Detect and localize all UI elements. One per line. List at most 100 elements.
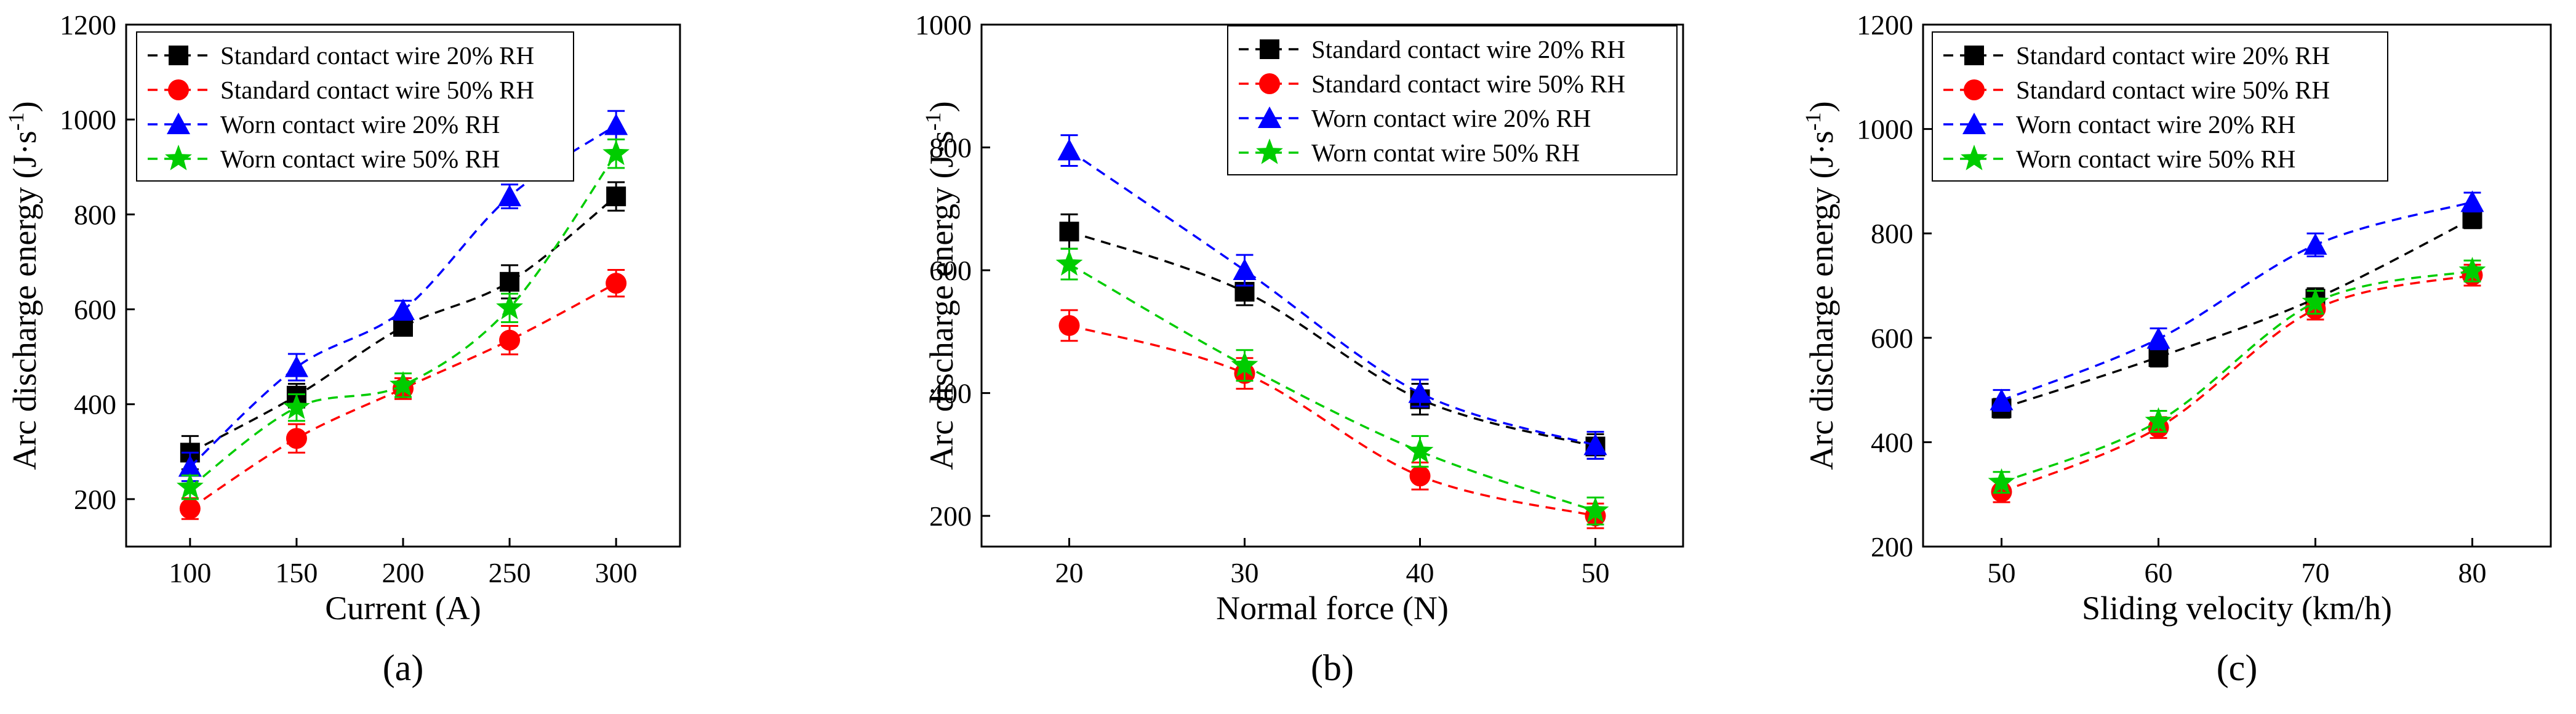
legend-marker [1961,145,1988,170]
series-1 [180,181,626,470]
plot-frame [980,23,1684,548]
y-tick-label: 1200 [1857,9,1913,41]
x-tick-label: 200 [382,557,425,588]
data-point [177,473,204,499]
x-tick-label: 70 [2302,557,2330,588]
data-point [1583,433,1607,455]
data-point [498,185,522,207]
data-point [1059,222,1079,242]
data-point [2148,347,2169,367]
data-point [1988,468,2015,494]
panel-label: (b) [1311,648,1354,688]
chart-panel-1: 100 150 200 250 300 200 400 600 800 1000 1200 Curre… [4,9,681,688]
series-2 [1058,309,1606,529]
x-tick-label: 50 [1988,557,2016,588]
data-point [602,139,630,166]
legend-marker [1256,138,1283,164]
panel-label: (a) [383,648,424,688]
data-point [179,498,201,519]
data-point [1582,497,1609,523]
legend-marker [1258,106,1281,128]
x-axis-title: Current (A) [325,590,481,627]
legend-box [1227,25,1678,175]
y-tick-label: 800 [929,132,972,164]
series-line [2001,217,2473,409]
data-point [1233,259,1257,281]
legend-marker [168,79,189,100]
y-tick-label: 400 [1871,427,1913,458]
legend-marker [1964,46,1984,65]
x-tick-label: 50 [1582,557,1610,588]
y-tick-label: 600 [929,255,972,286]
data-point [1406,437,1434,463]
data-point [496,294,523,319]
y-tick-label: 1200 [60,9,116,41]
data-point [2146,327,2170,349]
x-tick-label: 250 [489,557,531,588]
series-line [1069,324,1596,517]
data-point [1409,465,1431,487]
legend-label: Worn contact wire 20% RH [220,110,500,138]
data-point [1231,351,1258,377]
legend-marker [1260,39,1279,59]
series-line [2001,274,2473,493]
chart-panel-2: 20 30 40 50 200 400 600 800 1000 Normal force (N)… [915,9,1684,688]
x-axis-title: Normal force (N) [1216,590,1449,627]
data-point [390,371,417,397]
y-tick-label: 600 [1871,323,1913,354]
x-tick-label: 60 [2145,557,2173,588]
data-point [499,329,521,351]
data-point [1058,315,1080,336]
series-line [189,282,617,510]
data-point [606,273,627,294]
plot-frame [1922,23,2552,548]
x-tick-label: 100 [169,557,211,588]
series-line [2001,201,2473,402]
y-tick-label: 200 [1871,531,1913,563]
series-line [2001,270,2473,484]
data-point [1055,250,1083,276]
series-line [1068,263,1596,512]
legend-box [136,31,574,182]
data-point [1990,388,2014,411]
series-line [1068,230,1596,448]
series-4 [1055,247,1609,526]
legend-box [1932,31,2388,182]
series-2 [1991,263,2483,503]
legend: Standard contact wire 20% RH Standard con… [1932,31,2388,182]
legend-label: Standard contact wire 50% RH [220,76,534,104]
data-point [1408,381,1432,403]
y-axis-title: Arc discharge energy (J·s-1) [1801,101,1840,470]
data-point [2460,190,2484,212]
data-point [2145,407,2172,433]
y-axis-title: Arc discharge energy (J·s-1) [921,101,960,470]
data-point [178,455,202,477]
series-line [1068,150,1596,447]
data-point [604,113,628,135]
series-4 [1988,257,2486,494]
legend-label: Worn contact wire 50% RH [2016,145,2295,173]
legend-label: Standard contact wire 20% RH [220,41,534,70]
x-tick-label: 40 [1406,557,1434,588]
legend: Standard contact wire 20% RH Standard con… [136,31,574,182]
y-tick-label: 200 [929,500,972,532]
x-axis-title: Sliding velocity (km/h) [2082,590,2392,627]
series-4 [177,138,630,500]
y-tick-label: 1000 [915,9,972,41]
series-1 [1991,208,2482,419]
y-tick-label: 800 [74,199,116,230]
data-point [286,428,307,449]
y-tick-label: 400 [929,378,972,409]
legend-label: Worn contat wire 50% RH [1311,138,1580,167]
x-tick-label: 20 [1055,557,1084,588]
legend-label: Standard contact wire 50% RH [2016,76,2330,104]
legend-marker [169,46,188,65]
chart-panel-3: 50 60 70 80 200 400 600 800 1000 1200 Sliding velo… [1801,9,2552,688]
x-tick-label: 30 [1231,557,1259,588]
data-point [283,393,310,419]
data-point [284,355,308,377]
x-tick-label: 300 [595,557,638,588]
legend-marker [165,145,192,170]
legend-marker [1259,73,1280,94]
